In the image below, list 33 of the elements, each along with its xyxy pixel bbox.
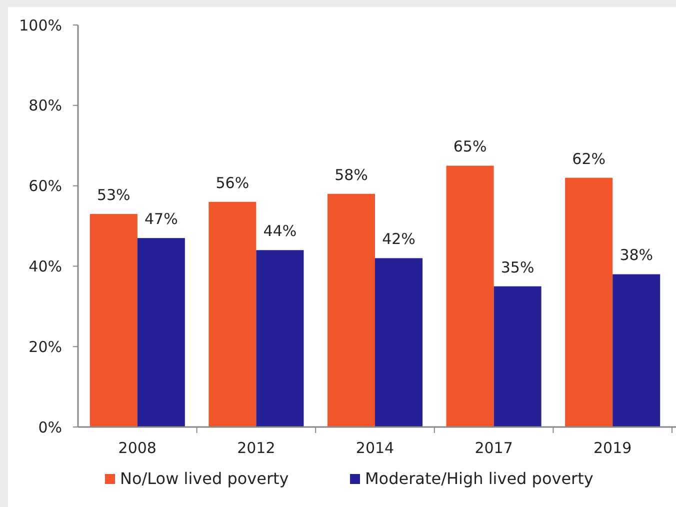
bar [375,258,423,427]
y-tick-label: 80% [28,96,62,115]
data-label: 65% [453,138,487,156]
bar [327,194,375,427]
y-tick-label: 0% [38,418,62,436]
data-label: 47% [144,210,178,228]
x-tick-label: 2017 [474,439,513,457]
data-label: 62% [572,150,606,168]
bar [256,250,304,427]
bar [446,166,494,427]
x-tick-label: 2019 [594,439,632,457]
data-label: 53% [96,186,130,204]
x-tick-label: 2012 [237,439,276,457]
y-tick-label: 100% [19,16,62,34]
y-tick-label: 60% [28,177,62,196]
bar [565,178,613,427]
data-label: 56% [216,174,250,192]
bar [612,274,660,427]
legend-label: No/Low lived poverty [120,469,289,488]
bar [494,286,542,427]
bar [137,238,185,427]
y-tick-label: 40% [28,257,62,276]
data-label: 42% [382,230,416,248]
bar [90,214,138,427]
x-tick-label: 2014 [356,439,394,457]
y-tick-label: 20% [28,338,62,356]
data-label: 44% [263,222,297,240]
x-tick-label: 2008 [118,439,156,457]
bar [208,202,256,427]
legend-label: Moderate/High lived poverty [365,469,594,488]
data-label: 38% [620,246,654,264]
data-label: 58% [334,166,368,184]
data-label: 35% [500,258,534,276]
